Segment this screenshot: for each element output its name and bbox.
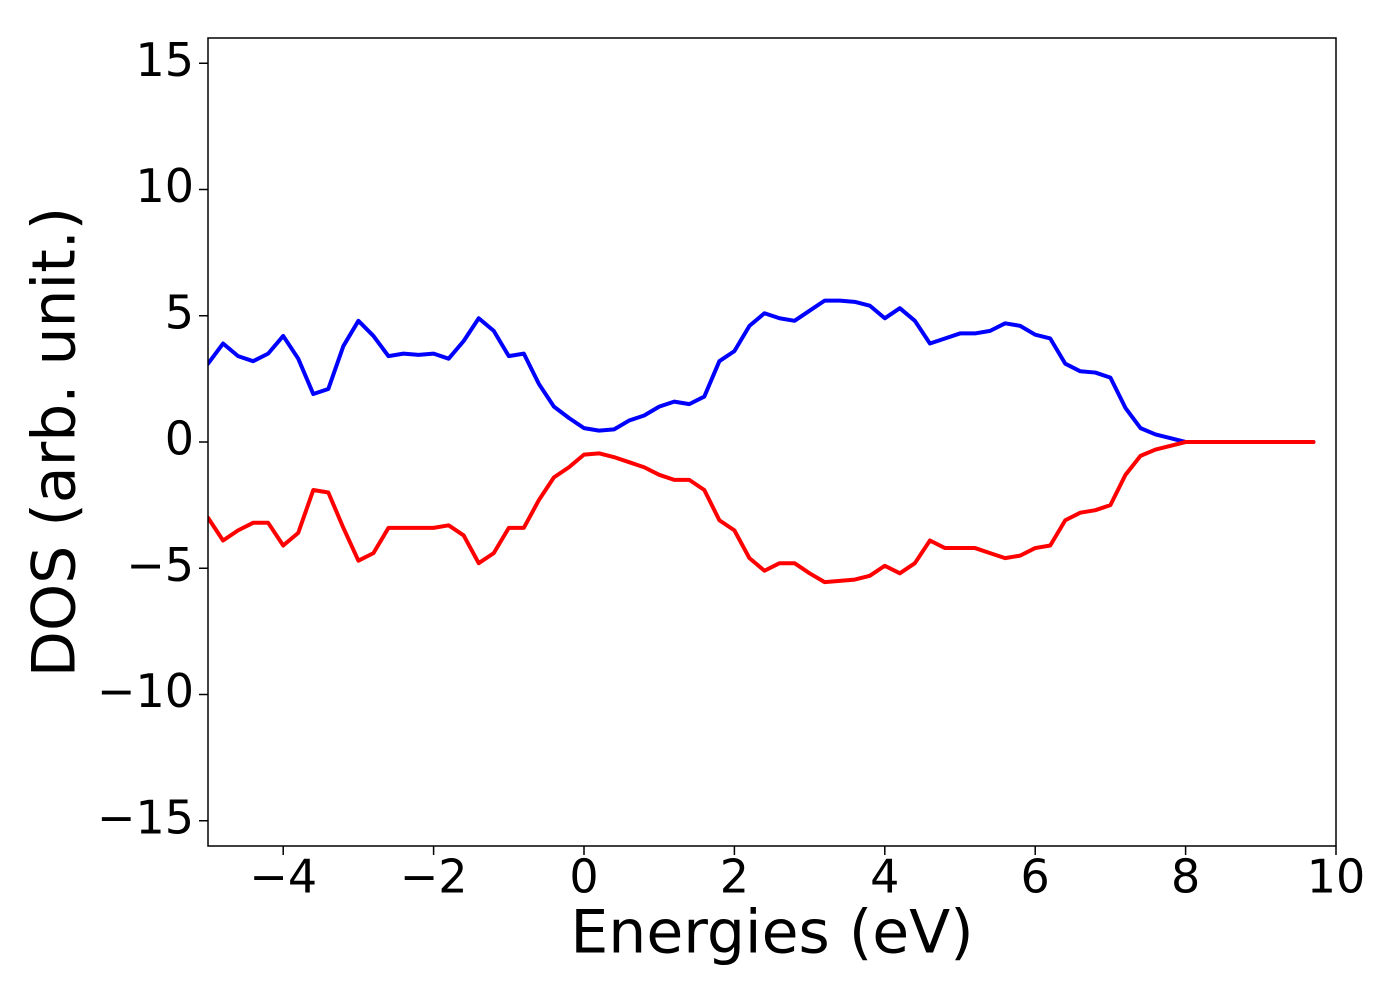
y-tick-label: 15 — [135, 33, 194, 87]
y-tick-label: 5 — [165, 285, 194, 339]
series-line — [208, 440, 1316, 585]
x-tick-label: 0 — [569, 850, 598, 904]
x-tick-label: −2 — [400, 850, 468, 904]
y-axis-title: DOS (arb. unit.) — [20, 207, 90, 677]
x-tick-label: 6 — [1021, 850, 1050, 904]
plot-frame — [207, 37, 1337, 847]
y-tick-label: −5 — [126, 538, 194, 592]
x-tick-label: 4 — [870, 850, 899, 904]
y-tick-label: 10 — [135, 159, 194, 213]
x-axis-title: Energies (eV) — [570, 898, 973, 968]
y-tick-label: −10 — [97, 664, 194, 718]
x-tick-label: 2 — [720, 850, 749, 904]
y-tick-label: −15 — [97, 790, 194, 844]
series-line — [208, 298, 1316, 444]
y-tick-label: 0 — [165, 412, 194, 466]
x-tick-label: 10 — [1307, 850, 1366, 904]
x-tick-label: −4 — [249, 850, 317, 904]
x-tick-label: 8 — [1171, 850, 1200, 904]
